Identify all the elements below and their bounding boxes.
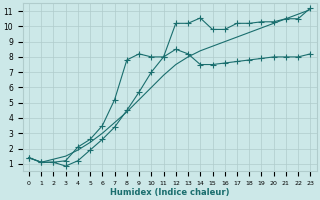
X-axis label: Humidex (Indice chaleur): Humidex (Indice chaleur) — [110, 188, 229, 197]
